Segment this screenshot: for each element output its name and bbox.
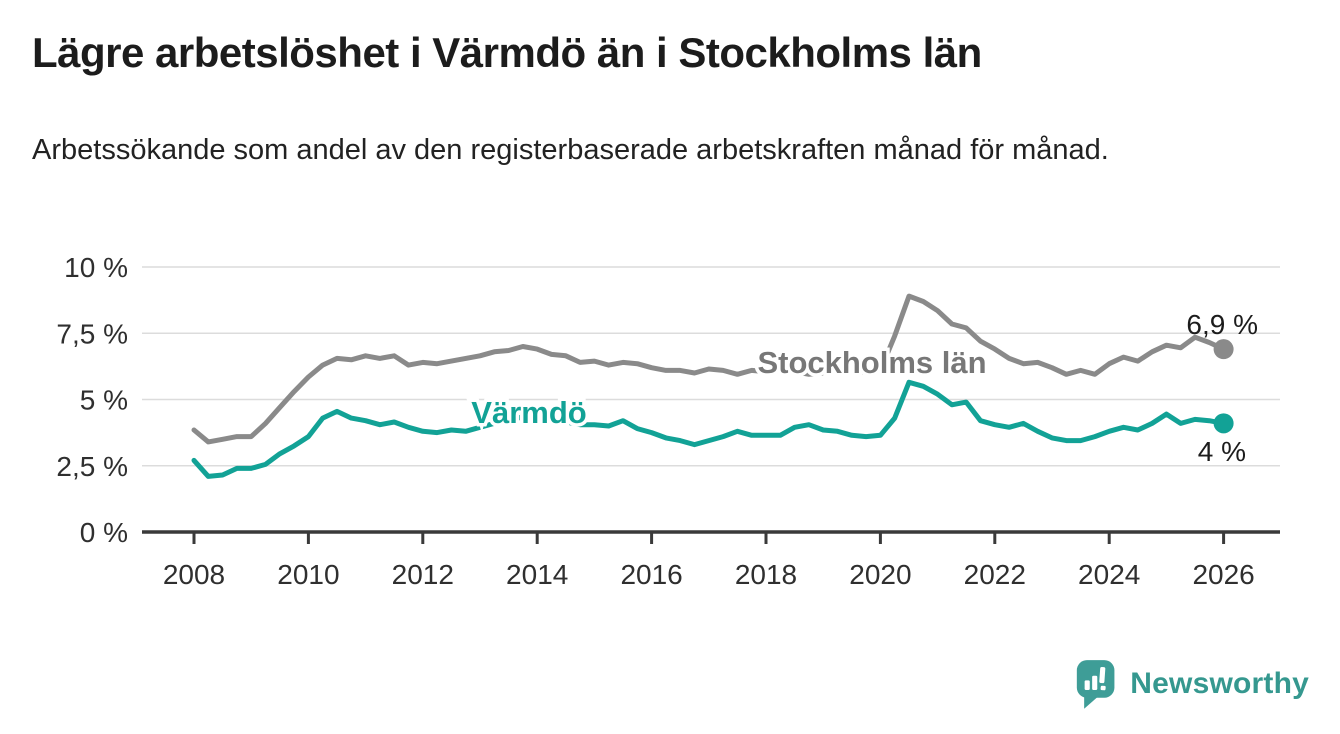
- x-axis-tick-label: 2014: [506, 559, 568, 590]
- series-line-varmdo: [191, 379, 1227, 479]
- y-axis-tick-label: 0 %: [80, 517, 128, 548]
- series-inline-label: Värmdö: [471, 395, 586, 430]
- series-end-dot: [1213, 339, 1234, 360]
- brand-footer: Newsworthy: [1075, 656, 1309, 712]
- series-inline-label: Stockholms län: [757, 345, 986, 380]
- series-end-value-label: 4 %: [1198, 436, 1246, 467]
- x-axis-tick-label: 2018: [735, 559, 797, 590]
- x-axis-tick-label: 2020: [849, 559, 911, 590]
- x-axis-tick-label: 2026: [1192, 559, 1254, 590]
- x-axis-tick-label: 2008: [163, 559, 225, 590]
- y-axis-tick-label: 7,5 %: [56, 318, 128, 349]
- series-line-stockholms-lan: [191, 293, 1227, 445]
- y-axis-tick-label: 2,5 %: [56, 451, 128, 482]
- x-axis-tick-label: 2010: [277, 559, 339, 590]
- chart-subtitle: Arbetssökande som andel av den registerb…: [32, 134, 1109, 166]
- page-title: Lägre arbetslöshet i Värmdö än i Stockho…: [32, 29, 982, 76]
- y-axis-tick-label: 5 %: [80, 385, 128, 416]
- x-axis-tick-label: 2016: [620, 559, 682, 590]
- y-axis-tick-label: 10 %: [64, 252, 128, 283]
- series-end-dot: [1213, 413, 1234, 434]
- series-end-value-label: 6,9 %: [1186, 309, 1258, 340]
- x-axis-tick-label: 2024: [1078, 559, 1140, 590]
- brand-name: Newsworthy: [1130, 667, 1309, 700]
- x-axis-tick-label: 2022: [964, 559, 1026, 590]
- x-axis-tick-label: 2012: [392, 559, 454, 590]
- newsworthy-logo-icon: [1077, 660, 1115, 709]
